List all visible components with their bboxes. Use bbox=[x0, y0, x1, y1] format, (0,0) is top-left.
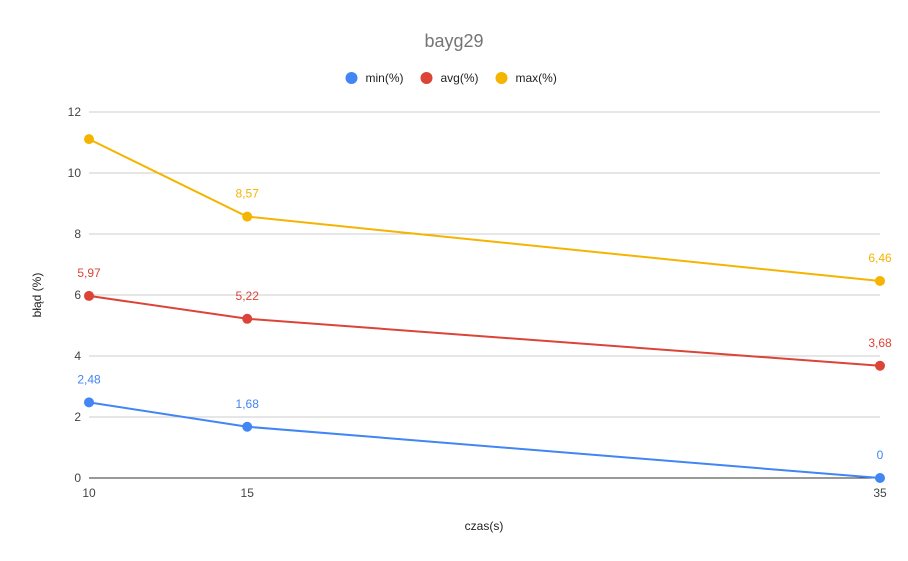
legend-label: min(%) bbox=[366, 71, 404, 85]
data-point bbox=[84, 397, 94, 408]
legend-item: max(%) bbox=[495, 71, 557, 85]
y-tick-label: 4 bbox=[74, 349, 81, 363]
series-0: 2,48 1,68 0 bbox=[77, 372, 885, 483]
legend-item: avg(%) bbox=[420, 71, 479, 85]
data-label: 5,97 bbox=[77, 266, 101, 280]
legend-label: max(%) bbox=[516, 71, 557, 85]
data-label: 2,48 bbox=[77, 372, 101, 386]
x-tick-label: 10 bbox=[82, 486, 96, 500]
series-group: 2,48 1,68 0 5,97 5,22 3,68 8,57 6,46 bbox=[77, 134, 892, 483]
data-point bbox=[875, 360, 885, 371]
y-tick-label: 8 bbox=[74, 227, 81, 241]
data-point bbox=[84, 290, 94, 301]
chart-title: bayg29 bbox=[424, 31, 483, 51]
y-axis-title: błąd (%) bbox=[30, 273, 44, 318]
data-label: 0 bbox=[877, 448, 884, 462]
y-tick-label: 2 bbox=[74, 410, 81, 424]
data-point bbox=[242, 421, 253, 432]
data-label: 8,57 bbox=[236, 187, 260, 201]
legend: min(%) avg(%) max(%) bbox=[345, 71, 557, 85]
data-label: 3,68 bbox=[868, 336, 892, 350]
y-tick-label: 12 bbox=[68, 105, 82, 119]
data-label: 6,46 bbox=[868, 251, 892, 265]
legend-marker bbox=[345, 72, 358, 84]
series-2: 8,57 6,46 bbox=[84, 134, 892, 286]
data-label: 5,22 bbox=[236, 289, 260, 303]
legend-label: avg(%) bbox=[441, 71, 479, 85]
series-line bbox=[88, 138, 881, 282]
legend-marker bbox=[420, 72, 433, 84]
gridlines bbox=[89, 111, 880, 418]
data-point bbox=[84, 134, 94, 145]
y-tick-label: 6 bbox=[74, 288, 81, 302]
x-axis-ticks: 10 15 35 bbox=[82, 486, 887, 500]
x-axis-title: czas(s) bbox=[465, 519, 504, 533]
data-point bbox=[875, 473, 885, 483]
series-1: 5,97 5,22 3,68 bbox=[77, 266, 892, 371]
data-point bbox=[242, 313, 253, 324]
data-label: 1,68 bbox=[236, 397, 260, 411]
y-tick-label: 0 bbox=[74, 471, 81, 485]
y-axis-ticks: 0 2 4 6 8 10 12 bbox=[68, 105, 82, 485]
series-line bbox=[88, 294, 881, 367]
series-line bbox=[88, 401, 881, 479]
legend-marker bbox=[495, 72, 508, 84]
x-tick-label: 15 bbox=[241, 486, 255, 500]
data-point bbox=[242, 211, 253, 222]
data-point bbox=[875, 275, 885, 286]
legend-item: min(%) bbox=[345, 71, 404, 85]
x-tick-label: 35 bbox=[873, 486, 887, 500]
y-tick-label: 10 bbox=[68, 166, 82, 180]
